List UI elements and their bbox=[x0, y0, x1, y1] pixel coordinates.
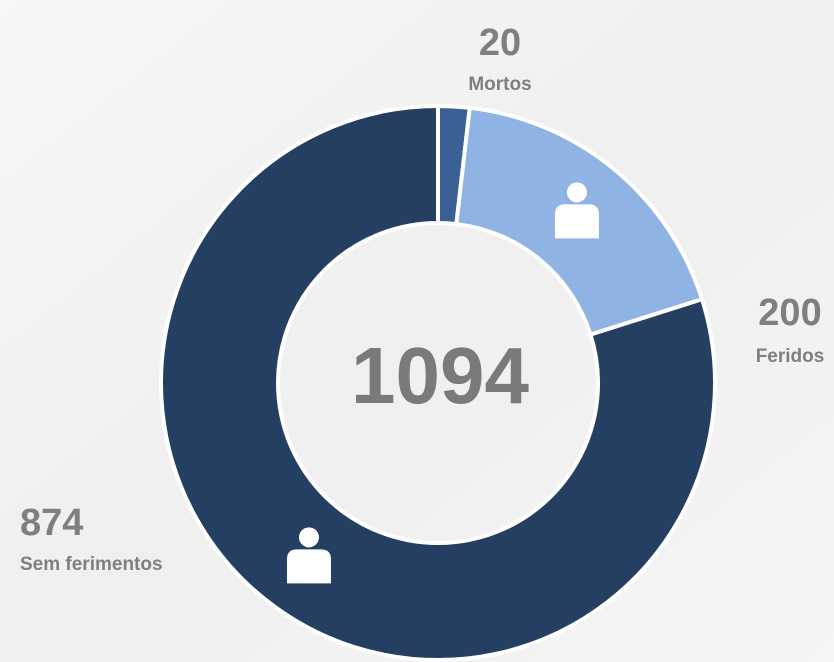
donut-segment bbox=[159, 103, 717, 662]
person-icon-body bbox=[554, 204, 599, 239]
value-label: 874 bbox=[20, 502, 83, 544]
value-label: 20 bbox=[479, 22, 521, 64]
person-icon-head bbox=[566, 182, 587, 203]
center-total: 1094 bbox=[351, 331, 529, 420]
category-label: Feridos bbox=[756, 346, 825, 367]
donut bbox=[159, 103, 717, 662]
category-label: Sem ferimentos bbox=[20, 554, 163, 575]
person-icon-body bbox=[286, 549, 331, 584]
person-icon-head bbox=[298, 527, 319, 548]
value-label: 200 bbox=[758, 292, 821, 334]
category-label: Mortos bbox=[468, 74, 531, 95]
